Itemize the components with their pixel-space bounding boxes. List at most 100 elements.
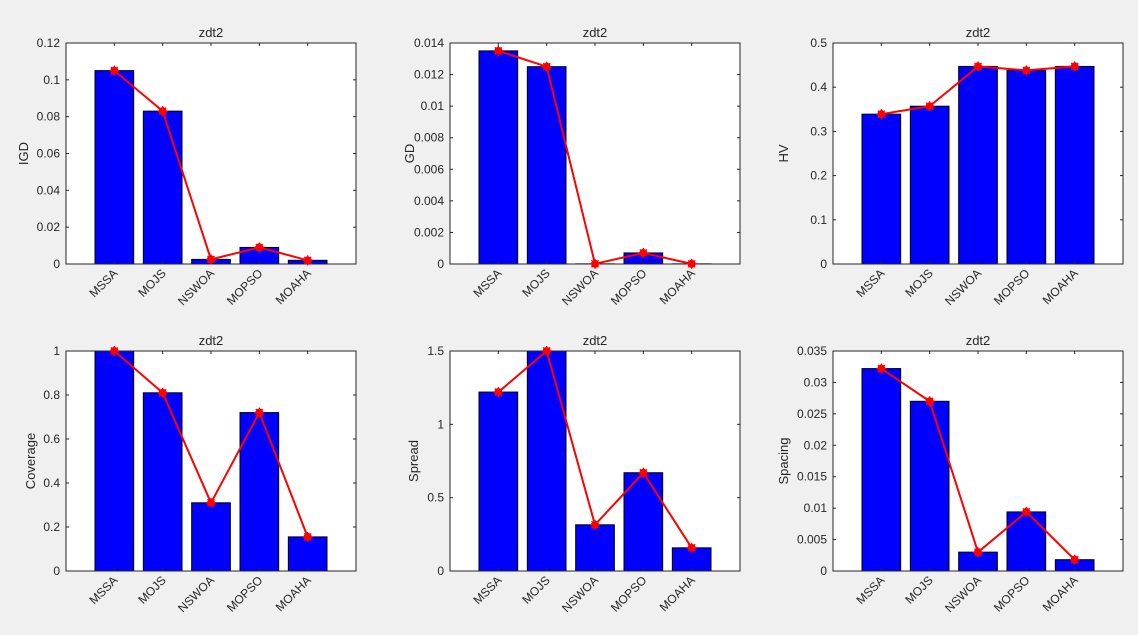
y-tick-label: 0 <box>820 564 827 578</box>
y-tick-label: 0.025 <box>797 407 827 421</box>
bar-moaha <box>287 536 328 572</box>
bar-mssa <box>861 113 902 265</box>
x-tick-label: MOJS <box>135 266 168 299</box>
x-tick-label: MOJS <box>902 266 935 299</box>
y-tick-label: 0.1 <box>810 213 827 227</box>
data-point-mopso <box>254 407 265 418</box>
bar-mssa <box>94 70 135 265</box>
subplot-hv: 0 0.1 0.2 0.3 0.4 0.5 MSSA MOJS NSWOA MOPSO MOAHA z… <box>776 25 1124 308</box>
y-tick-label: 0.2 <box>43 520 60 534</box>
x-tick-label: MOAHA <box>1040 573 1081 614</box>
x-tick-label: MOAHA <box>657 266 698 307</box>
x-tick-label: MSSA <box>854 266 888 300</box>
x-tick-label: MOJS <box>902 573 935 606</box>
bar-mssa <box>861 368 902 572</box>
subplot-coverage: 0 0.2 0.4 0.6 0.8 1 MSSA MOJS NSWOA MOPSO MOAHA zdt… <box>23 333 357 615</box>
y-tick-label: 0.5 <box>810 36 827 50</box>
bar-mojs <box>909 400 950 572</box>
y-axis-label: IGD <box>16 142 31 165</box>
x-tick-label: MOJS <box>519 573 552 606</box>
x-tick-label: NSWOA <box>559 266 601 308</box>
data-point-nswoa <box>590 258 600 269</box>
data-point-mssa <box>493 387 504 398</box>
chart-title: zdt2 <box>199 333 224 348</box>
x-tick-label: MOPSO <box>991 266 1032 307</box>
bar-mojs <box>526 66 567 265</box>
y-axis-label: Spacing <box>776 438 791 485</box>
y-tick-label: 1 <box>53 344 60 358</box>
data-point-moaha <box>302 531 313 542</box>
y-tick-label: 0 <box>53 564 60 578</box>
chart-title: zdt2 <box>583 333 608 348</box>
y-tick-label: 0.035 <box>797 344 827 358</box>
y-axis-label: Spread <box>406 440 421 482</box>
y-tick-label: 0.5 <box>427 491 444 505</box>
bar-nswoa <box>958 65 998 265</box>
data-point-mssa <box>493 45 504 56</box>
y-tick-label: 0.12 <box>37 36 61 50</box>
y-tick-label: 0.1 <box>43 73 60 87</box>
y-tick-label: 0.08 <box>37 110 61 124</box>
y-tick-label: 0 <box>53 257 60 271</box>
bar-mojs <box>526 350 567 572</box>
x-tick-label: MOAHA <box>273 573 314 614</box>
y-tick-label: 0.03 <box>804 375 828 389</box>
y-tick-label: 0.06 <box>37 147 61 161</box>
data-point-nswoa <box>973 61 983 72</box>
y-tick-label: 0.6 <box>43 432 60 446</box>
y-tick-label: 0.004 <box>414 194 444 208</box>
data-point-moaha <box>1069 554 1080 565</box>
bar-mssa <box>94 350 135 572</box>
bar-moaha <box>1054 65 1095 265</box>
x-tick-label: MOPSO <box>608 266 649 307</box>
x-tick-label: MOPSO <box>991 573 1032 614</box>
x-tick-label: MOPSO <box>224 573 265 614</box>
bar-mopso <box>623 472 664 572</box>
y-tick-label: 0.2 <box>810 169 827 183</box>
x-tick-label: NSWOA <box>942 266 984 308</box>
data-point-nswoa <box>590 519 600 530</box>
x-tick-label: MOPSO <box>608 573 649 614</box>
x-tick-label: MOAHA <box>657 573 698 614</box>
y-tick-label: 0.012 <box>414 68 444 82</box>
data-point-moaha <box>686 542 697 553</box>
data-point-mssa <box>109 65 120 76</box>
x-tick-label: MSSA <box>87 266 121 300</box>
x-tick-label: MSSA <box>471 573 505 607</box>
data-point-mojs <box>541 61 552 72</box>
x-tick-label: MOAHA <box>273 266 314 307</box>
subplot-gd: 0 0.002 0.004 0.006 0.008 0.01 0.012 0.014 MSSA M… <box>402 25 741 308</box>
bar-mojs <box>909 105 950 265</box>
x-tick-label: MSSA <box>87 573 121 607</box>
y-tick-label: 0.3 <box>810 124 827 138</box>
subplot-spread: 0 0.5 1 1.5 MSSA MOJS NSWOA MOPSO MOAHA zdt2 Sprea… <box>406 333 741 615</box>
y-axis-label: GD <box>402 144 417 164</box>
data-point-mojs <box>157 387 168 398</box>
x-tick-label: MSSA <box>471 266 505 300</box>
y-tick-label: 0.02 <box>37 220 61 234</box>
y-tick-label: 0.008 <box>414 131 444 145</box>
data-point-nswoa <box>206 497 216 508</box>
y-tick-label: 0.4 <box>810 80 827 94</box>
x-tick-label: MOJS <box>519 266 552 299</box>
data-point-moaha <box>302 255 313 266</box>
bar-mopso <box>1006 69 1047 265</box>
data-point-nswoa <box>206 254 216 265</box>
y-tick-label: 0.01 <box>421 99 445 113</box>
y-tick-label: 0 <box>820 257 827 271</box>
data-point-mopso <box>638 467 649 478</box>
chart-title: zdt2 <box>583 25 608 40</box>
data-point-mssa <box>876 109 887 120</box>
data-point-mopso <box>254 242 265 253</box>
data-point-mssa <box>109 346 120 356</box>
data-point-mopso <box>1021 65 1032 76</box>
data-point-mojs <box>924 101 935 112</box>
y-tick-label: 0.002 <box>414 225 444 239</box>
chart-title: zdt2 <box>966 25 991 40</box>
x-tick-label: MOAHA <box>1040 266 1081 307</box>
y-tick-label: 0.014 <box>414 36 444 50</box>
subplot-igd: 0 0.02 0.04 0.06 0.08 0.1 0.12 MSSA MOJS NSWOA MOP… <box>16 25 357 308</box>
y-axis-label: Coverage <box>23 433 38 489</box>
chart-title: zdt2 <box>199 25 224 40</box>
y-tick-label: 0.4 <box>43 476 60 490</box>
